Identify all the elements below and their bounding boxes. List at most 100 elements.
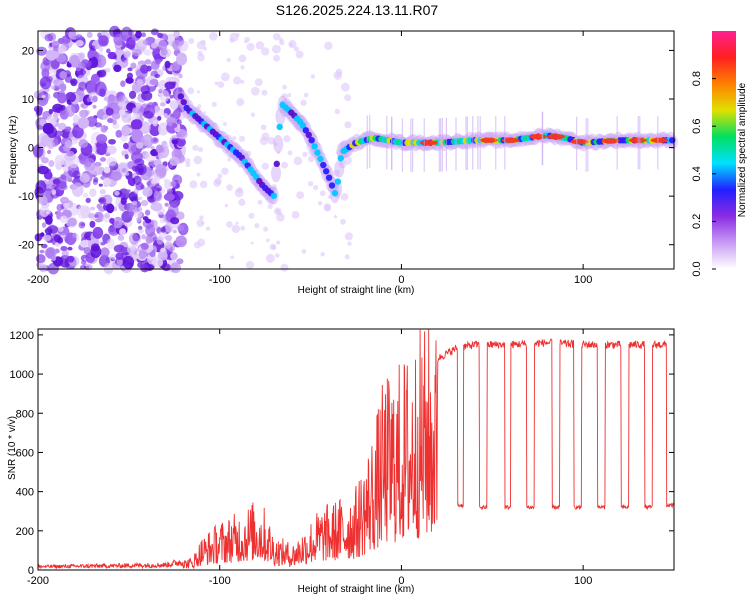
spectrogram-noise-blob (47, 140, 56, 150)
snr-y-axis-title: SNR (10 * v/v) (7, 416, 18, 480)
spectrogram-noise-blob (120, 197, 127, 206)
spectrogram-noise-blob (250, 86, 260, 96)
snr-x-ticks: -200 -100 0 100 (27, 329, 592, 587)
spectrogram-noise-blob (71, 180, 76, 184)
spectrogram-noise-blob (135, 30, 142, 39)
snr-x-axis-title: Height of straight line (km) (298, 584, 415, 595)
spectrogram-noise-blob (107, 118, 114, 124)
spectrogram-ridge-halo (271, 164, 282, 183)
spectrogram-noise-blob (57, 211, 62, 216)
spectrogram-noise-blob (319, 190, 326, 197)
spectrogram-noise-blob (118, 109, 126, 116)
spectrogram-noise-blob (196, 172, 201, 177)
spectrogram-noise-blob (240, 65, 245, 70)
spectrogram-y-tick-label: -10 (18, 191, 34, 203)
spectrogram-noise-blob (163, 179, 172, 190)
spectrogram-noise-blob (72, 232, 77, 239)
spectrogram-noise-blob (250, 241, 254, 245)
spectrogram-noise-blob (300, 99, 307, 107)
spectrogram-noise-blob (145, 224, 156, 237)
spectrogram-noise-blob (99, 189, 106, 195)
spectrogram-noise-blob (67, 178, 73, 183)
spectrogram-noise-blob (232, 136, 237, 141)
spectrogram-noise-blob (64, 126, 72, 133)
spectrogram-noise-blob (115, 46, 122, 52)
spectrogram-noise-blob (257, 199, 263, 206)
spectrogram-noise-blob (197, 104, 202, 109)
colorbar-ticks: 0.0 0.2 0.4 0.6 0.8 (691, 71, 716, 277)
spectrogram-noise-blob (238, 135, 246, 142)
spectrogram-frame (37, 30, 675, 270)
spectrogram-ridge-core (334, 178, 342, 185)
spectrogram-hotspot (570, 139, 589, 145)
spectrogram-noise-blob (159, 218, 166, 224)
spectrogram-noise-blob (44, 247, 57, 259)
spectrogram-noise-blob (140, 263, 150, 273)
spectrogram-noise-blob (77, 54, 83, 60)
spectrogram-noise-blob (42, 234, 52, 242)
spectrogram-noise-blob (283, 135, 291, 143)
spectrogram-noise-blob (303, 92, 309, 98)
spectrogram-noise-blob (195, 123, 200, 127)
spectrogram-noise-blob (126, 189, 131, 193)
spectrogram-y-tick-label: -20 (18, 240, 34, 252)
snr-y-tick-label: 1000 (10, 369, 34, 381)
spectrogram-noise-blob (45, 49, 57, 61)
spectrogram-noise-blob (133, 211, 143, 218)
spectrogram-noise-blob (164, 202, 169, 207)
spectrogram-noise-blob (160, 188, 166, 194)
spectrogram-noise-blob (272, 32, 281, 41)
spectrogram-noise-blob (119, 228, 126, 236)
spectrogram-noise-blob (132, 107, 139, 114)
spectrogram-noise-blob (281, 93, 288, 100)
spectrogram-noise-blob (209, 32, 218, 41)
spectrogram-noise-blob (142, 110, 154, 119)
spectrogram-noise-blob (261, 89, 268, 96)
spectrogram-noise-blob (134, 102, 142, 110)
spectrogram-noise-blob (79, 264, 87, 270)
spectrogram-noise-blob (107, 95, 119, 109)
spectrogram-noise-blob (67, 154, 80, 169)
spectrogram-noise-blob (150, 28, 159, 36)
spectrogram-noise-blob (128, 232, 139, 245)
spectrogram-ridge-core (322, 168, 330, 175)
spectrogram-noise-blob (178, 73, 183, 79)
spectrogram-noise-blob (200, 39, 206, 46)
spectrogram-noise-blob (142, 186, 153, 197)
spectrogram-ridge-core (180, 98, 187, 106)
spectrogram-noise-blob (115, 129, 123, 138)
spectrogram-noise-blob (39, 205, 50, 218)
spectrogram-noise-blob (89, 188, 97, 198)
spectrogram-ridge-halo (273, 135, 284, 154)
spectrogram-ridge-halo (275, 107, 286, 126)
spectrogram-noise-blob (53, 234, 62, 243)
spectrogram-noise-blob (102, 177, 112, 186)
spectrogram-noise-blob (79, 173, 90, 184)
spectrogram-noise-blob (277, 151, 281, 155)
colorbar-title: Normalized spectral amplitude (737, 82, 748, 217)
spectrogram-noise-blob (103, 96, 110, 101)
spectrogram-noise-blob (236, 187, 243, 194)
spectrogram-noise-blob (344, 232, 353, 241)
spectrogram-noise-blob (136, 78, 144, 87)
spectrogram-noise-blob (131, 129, 144, 143)
spectrogram-noise-blob (291, 210, 300, 219)
spectrogram-noise-blob (175, 211, 185, 220)
colorbar-tick-label: 0.2 (691, 214, 703, 229)
spectrogram-noise-blob (159, 102, 166, 107)
spectrogram-noise-blob (63, 202, 70, 209)
spectrogram-noise-blob (310, 74, 316, 79)
spectrogram-noise-blob (99, 157, 107, 162)
spectrogram-noise-blob (135, 141, 144, 149)
spectrogram-hotspot (479, 137, 498, 143)
spectrogram-noise-blob (344, 121, 352, 129)
spectrogram-noise-blob (254, 223, 260, 229)
spectrogram-noise-blob (226, 184, 233, 191)
spectrogram-noise-blob (164, 81, 176, 90)
snr-panel: -200 -100 0 100 0 200 400 600 800 1000 1200 Heigh… (7, 328, 675, 595)
spectrogram-noise-blob (72, 124, 84, 139)
spectrogram-noise-blob (85, 197, 91, 204)
spectrogram-ridge-core (270, 192, 278, 200)
spectrogram-noise-blob (96, 203, 102, 209)
spectrogram-noise-blob (255, 41, 265, 50)
